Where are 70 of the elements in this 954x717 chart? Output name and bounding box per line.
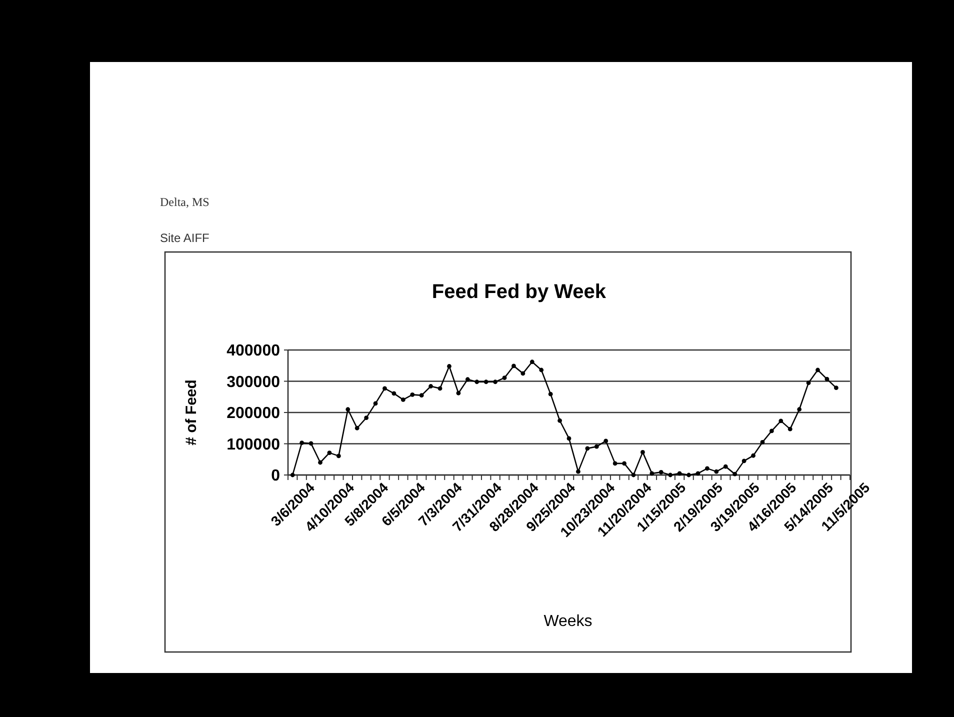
point — [410, 392, 415, 397]
y-tick-label: 100000 — [226, 436, 280, 454]
point — [484, 380, 488, 384]
point — [346, 407, 350, 412]
point — [318, 460, 322, 465]
text: Site AIFF — [160, 231, 210, 245]
point — [742, 458, 746, 464]
point — [778, 418, 784, 424]
point — [493, 380, 498, 384]
point — [704, 466, 710, 471]
point — [392, 391, 396, 396]
point — [474, 380, 480, 384]
point — [539, 368, 544, 372]
point — [816, 368, 820, 372]
point — [576, 469, 580, 474]
point — [622, 461, 626, 466]
point — [327, 450, 332, 456]
point — [290, 472, 295, 478]
point — [604, 438, 608, 444]
point — [530, 360, 534, 364]
point — [714, 469, 719, 474]
y-axis-title: # of Feed — [183, 380, 200, 446]
text: Delta, MS — [160, 195, 210, 209]
point — [677, 471, 682, 476]
point — [631, 472, 636, 478]
point — [797, 407, 802, 412]
point — [438, 386, 442, 391]
point — [686, 472, 691, 478]
point — [419, 393, 424, 398]
point — [640, 450, 645, 454]
point — [566, 436, 572, 441]
y-tick-label: 300000 — [226, 374, 280, 391]
point — [447, 364, 452, 368]
point — [585, 446, 590, 451]
point — [428, 384, 434, 388]
point — [382, 386, 387, 391]
point — [658, 470, 664, 474]
point — [751, 453, 756, 458]
y-tick-label: 0 — [271, 468, 280, 485]
point — [308, 441, 314, 446]
point — [548, 392, 553, 396]
point — [612, 461, 618, 466]
point — [354, 426, 360, 430]
point — [824, 376, 830, 382]
point — [788, 426, 792, 432]
point — [456, 390, 461, 396]
chart-title: Feed Fed by Week — [432, 281, 607, 303]
point — [760, 440, 765, 444]
x-axis-title: Weeks — [544, 613, 592, 630]
y-tick-label: 400000 — [226, 342, 280, 360]
point — [723, 464, 728, 469]
point — [502, 376, 507, 380]
point — [834, 386, 838, 390]
point — [558, 418, 562, 423]
point — [336, 454, 341, 458]
point — [696, 471, 700, 476]
point — [373, 401, 378, 406]
point — [520, 371, 526, 376]
point — [364, 416, 369, 420]
point — [594, 444, 599, 449]
point — [300, 440, 304, 446]
point — [465, 377, 470, 382]
point — [512, 364, 516, 368]
point — [806, 380, 811, 386]
point — [668, 472, 673, 478]
point — [400, 397, 406, 402]
point — [769, 428, 774, 434]
point — [732, 472, 738, 476]
y-tick-label: 200000 — [226, 405, 280, 422]
point — [650, 471, 654, 476]
